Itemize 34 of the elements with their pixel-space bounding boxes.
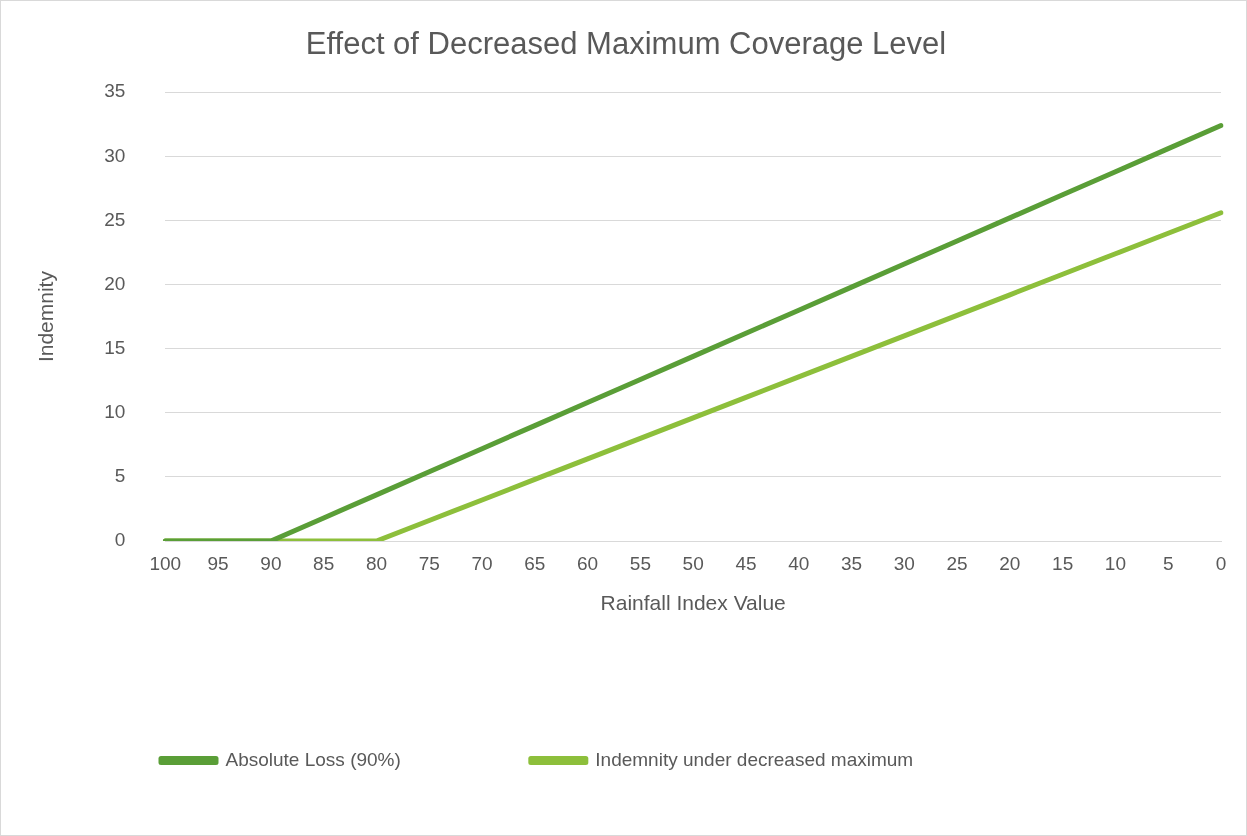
y-tick-label: 0 (114, 529, 126, 551)
x-tick-label: 75 (418, 552, 440, 574)
y-tick-label: 10 (104, 401, 126, 423)
y-tick-label: 30 (104, 144, 126, 166)
x-tick-label: 70 (471, 552, 493, 574)
x-tick-label: 0 (1215, 552, 1227, 574)
y-tick-label: 35 (104, 80, 126, 102)
x-tick-label: 65 (524, 552, 546, 574)
x-tick-label: 100 (149, 552, 182, 574)
x-tick-label: 85 (313, 552, 335, 574)
x-tick-label: 55 (629, 552, 651, 574)
x-tick-label: 10 (1104, 552, 1126, 574)
y-tick-label: 5 (114, 465, 126, 487)
x-tick-label: 60 (577, 552, 599, 574)
legend-label: Indemnity under decreased maximum (595, 748, 914, 770)
x-tick-label: 45 (735, 552, 757, 574)
x-tick-label: 95 (207, 552, 229, 574)
legend-label: Absolute Loss (90%) (225, 748, 401, 770)
x-tick-label: 25 (946, 552, 968, 574)
x-tick-label: 50 (682, 552, 704, 574)
x-tick-label: 30 (893, 552, 915, 574)
x-tick-label: 15 (1052, 552, 1074, 574)
x-tick-label: 20 (999, 552, 1021, 574)
y-tick-label: 20 (104, 272, 126, 294)
x-tick-label: 40 (788, 552, 810, 574)
x-axis-title: Rainfall Index Value (600, 591, 786, 615)
x-tick-label: 5 (1162, 552, 1174, 574)
y-tick-label: 25 (104, 208, 126, 230)
x-tick-label: 35 (840, 552, 863, 574)
x-tick-label: 80 (365, 552, 388, 574)
y-axis-title: Indemnity (34, 270, 58, 363)
chart-title: Effect of Decreased Maximum Coverage Level (305, 26, 947, 62)
y-tick-label: 15 (104, 336, 126, 358)
x-tick-label: 90 (260, 552, 282, 574)
